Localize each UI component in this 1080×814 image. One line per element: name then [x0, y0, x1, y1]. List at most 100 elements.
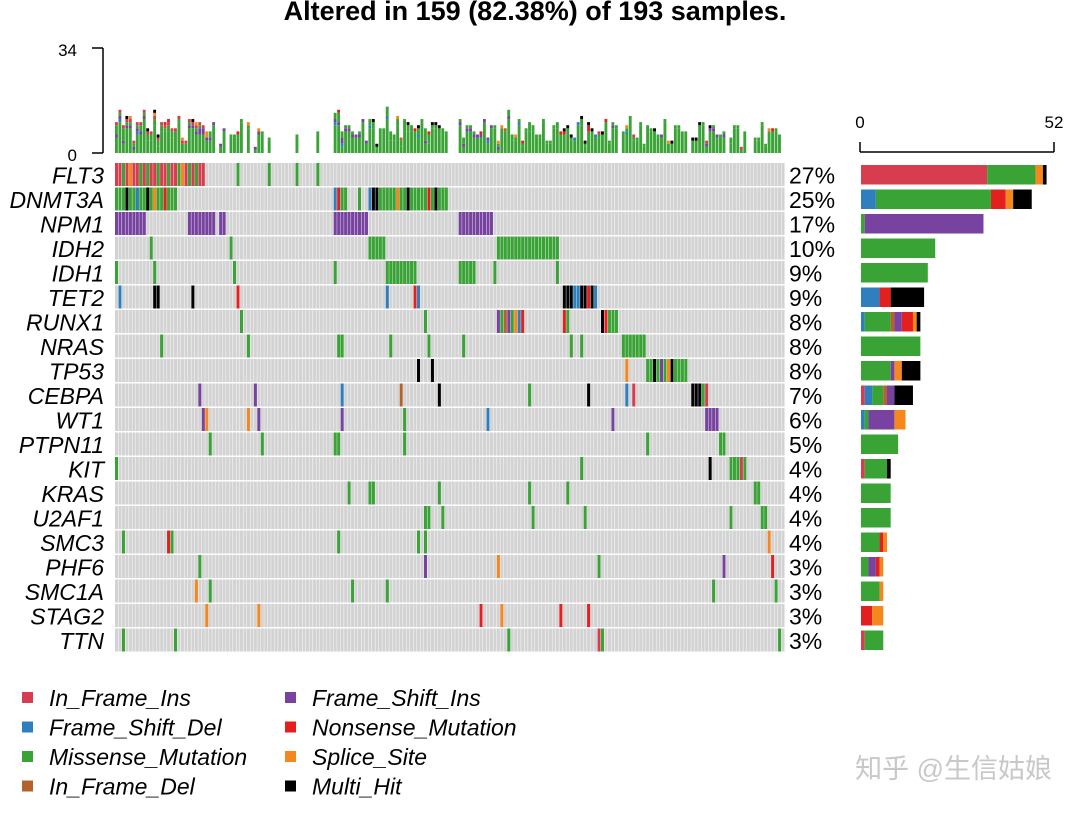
empty-cell — [368, 359, 372, 382]
empty-cell — [687, 212, 691, 235]
empty-cell — [198, 359, 202, 382]
empty-cell — [698, 359, 702, 382]
empty-cell — [743, 506, 747, 529]
empty-cell — [503, 334, 507, 358]
empty-cell — [673, 628, 677, 652]
empty-cell — [417, 310, 421, 333]
empty-cell — [597, 163, 601, 186]
empty-cell — [205, 506, 209, 529]
empty-cell — [576, 457, 580, 480]
matrix-row-mutations — [118, 285, 598, 309]
matrix-row-mutations — [239, 310, 618, 333]
empty-cell — [486, 359, 490, 382]
tmb-bar-segment — [361, 122, 365, 153]
empty-cell — [722, 604, 726, 627]
mutation-cell — [462, 261, 466, 284]
matrix-row-bg — [115, 408, 785, 431]
empty-cell — [333, 408, 337, 431]
empty-cell — [260, 408, 264, 431]
empty-cell — [510, 628, 514, 652]
gene-label: TTN — [59, 628, 104, 654]
empty-cell — [566, 334, 570, 358]
empty-cell — [708, 432, 712, 456]
empty-cell — [115, 334, 119, 358]
empty-cell — [601, 383, 605, 407]
empty-cell — [535, 408, 539, 431]
empty-cell — [746, 457, 750, 480]
empty-cell — [666, 457, 670, 480]
empty-cell — [493, 457, 497, 480]
mutation-cell — [118, 212, 122, 235]
empty-cell — [680, 481, 684, 505]
empty-cell — [271, 310, 275, 333]
empty-cell — [719, 187, 723, 211]
empty-cell — [618, 187, 622, 211]
empty-cell — [541, 457, 546, 480]
empty-cell — [465, 334, 469, 358]
empty-cell — [618, 285, 622, 309]
empty-cell — [476, 359, 480, 382]
empty-cell — [243, 187, 247, 211]
empty-cell — [545, 481, 549, 505]
empty-cell — [687, 383, 691, 407]
tmb-bar-segment — [632, 137, 636, 141]
matrix-row-bg — [115, 261, 785, 284]
mutation-cell — [358, 187, 362, 211]
mutation-cell — [708, 457, 712, 480]
empty-cell — [444, 506, 448, 529]
empty-cell — [455, 628, 459, 652]
tmb-bar-segment — [222, 128, 226, 132]
empty-cell — [583, 408, 587, 431]
empty-cell — [264, 163, 268, 186]
empty-cell — [590, 359, 594, 382]
empty-cell — [333, 383, 337, 407]
mutation-cell — [191, 212, 195, 235]
empty-cell — [639, 383, 643, 407]
tmb-bar-segment — [115, 122, 118, 126]
tmb-bar-segment — [660, 134, 663, 138]
empty-cell — [743, 628, 747, 652]
empty-cell — [628, 506, 632, 529]
empty-cell — [246, 236, 250, 260]
empty-cell — [298, 506, 303, 529]
empty-cell — [347, 334, 351, 358]
empty-cell — [750, 408, 754, 431]
empty-cell — [739, 555, 743, 578]
mutation-cell — [333, 187, 337, 211]
empty-cell — [229, 604, 233, 627]
tmb-bar-segment — [569, 134, 573, 138]
empty-cell — [267, 236, 271, 260]
empty-cell — [264, 506, 268, 529]
empty-cell — [680, 506, 684, 529]
empty-cell — [243, 334, 247, 358]
empty-cell — [524, 261, 528, 284]
empty-cell — [139, 457, 143, 480]
empty-cell — [201, 187, 205, 211]
empty-cell — [302, 187, 306, 211]
empty-cell — [500, 408, 504, 431]
empty-cell — [611, 236, 615, 260]
empty-cell — [115, 236, 119, 260]
empty-cell — [722, 481, 726, 505]
empty-cell — [729, 628, 733, 652]
empty-cell — [305, 359, 309, 382]
empty-cell — [382, 212, 386, 235]
legend-swatch — [285, 751, 296, 762]
gene-count-segment — [890, 361, 895, 381]
empty-cell — [378, 383, 382, 407]
mutation-cell — [354, 212, 358, 235]
empty-cell — [392, 432, 396, 456]
empty-cell — [677, 432, 681, 456]
empty-cell — [514, 457, 518, 480]
empty-cell — [149, 604, 153, 627]
empty-cell — [597, 285, 601, 309]
tmb-bar-segment — [205, 131, 209, 138]
empty-cell — [205, 579, 209, 603]
empty-cell — [406, 408, 410, 431]
empty-cell — [337, 481, 341, 505]
tmb-bar-segment — [142, 109, 146, 113]
tmb-bar-segment — [236, 134, 240, 138]
empty-cell — [555, 457, 559, 480]
empty-cell — [621, 408, 625, 431]
mutation-cell — [715, 408, 719, 431]
